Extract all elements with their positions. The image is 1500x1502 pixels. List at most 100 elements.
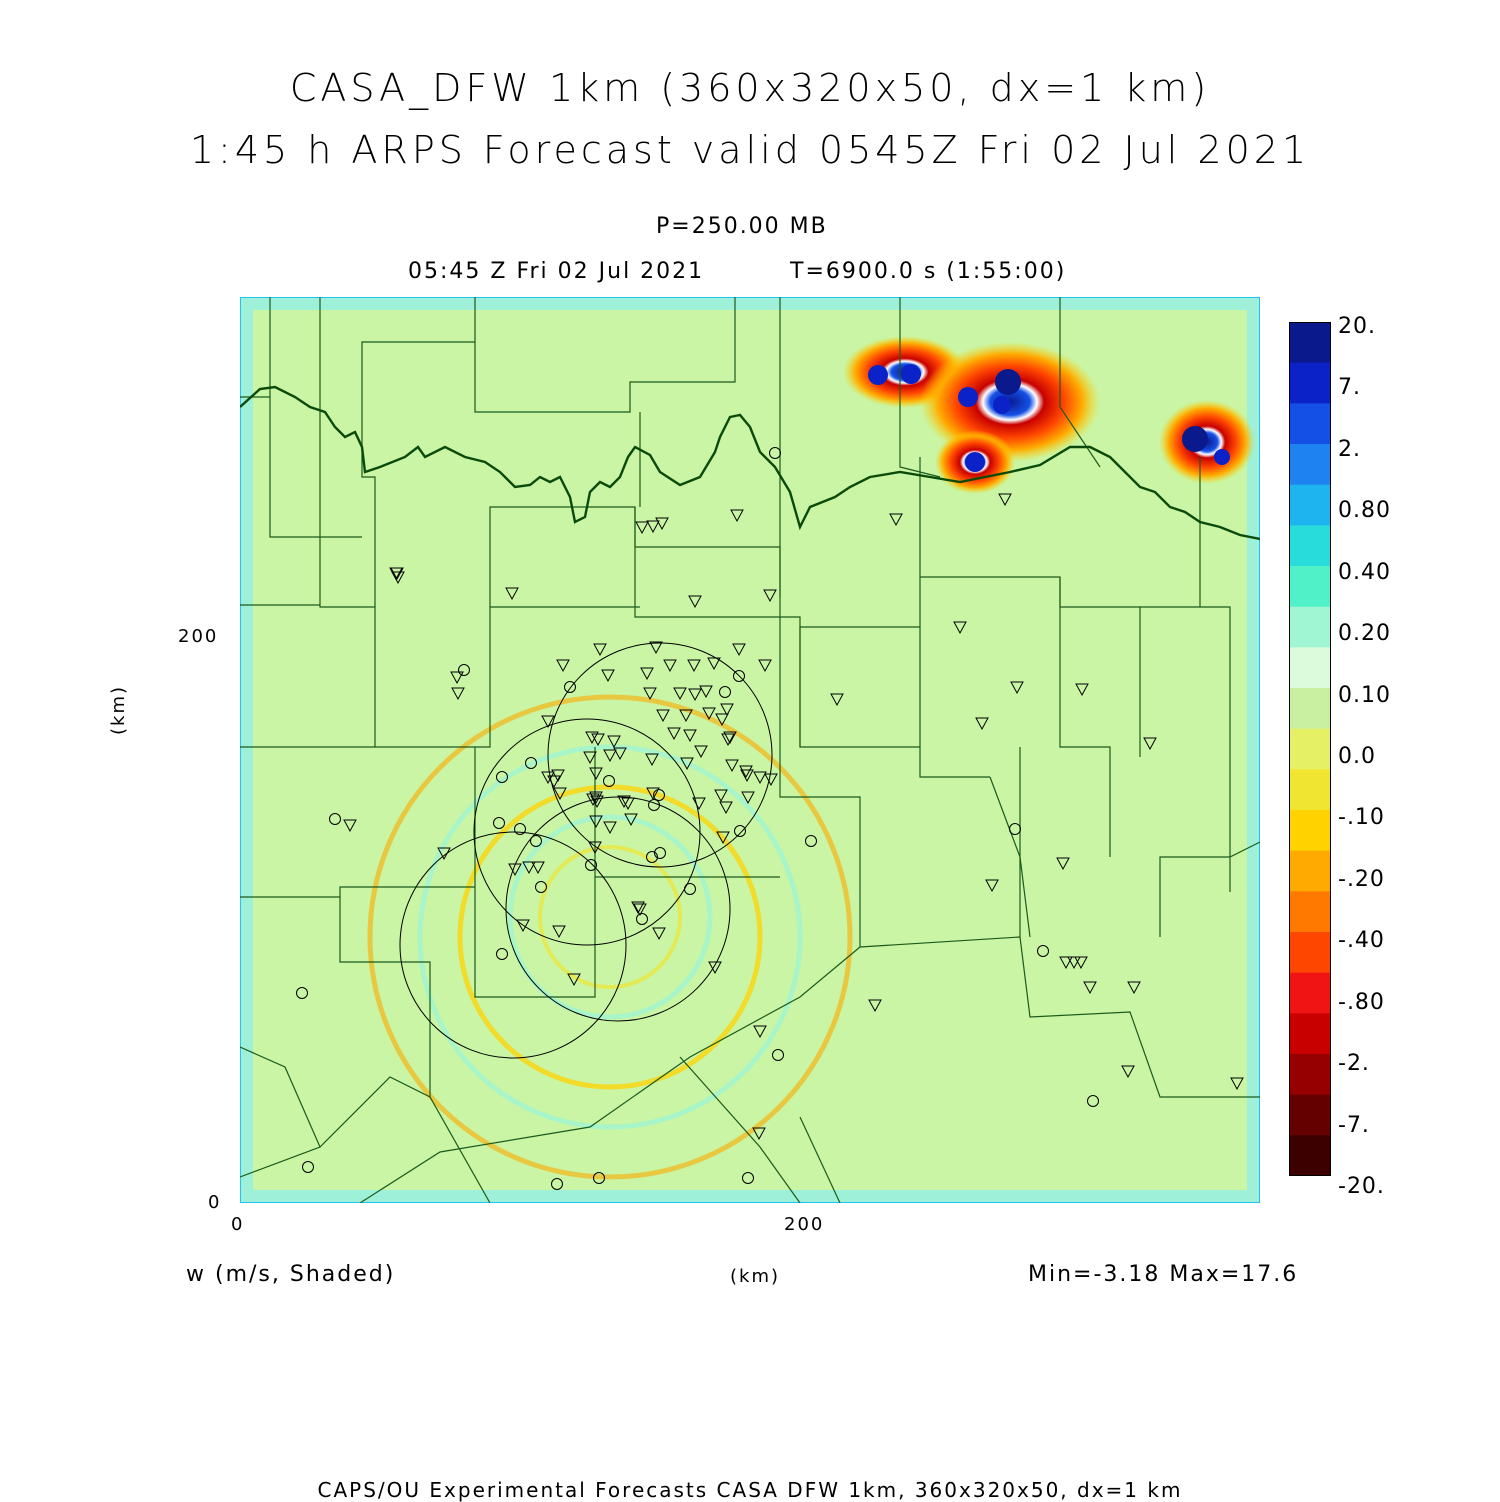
station-triangle-marker — [553, 787, 567, 801]
station-triangle-marker — [617, 795, 631, 809]
colorbar — [1289, 322, 1331, 1176]
colorbar-swatch — [1289, 810, 1331, 852]
station-triangle-marker — [649, 641, 663, 655]
colorbar-swatch — [1289, 484, 1331, 526]
station-circle-marker — [733, 670, 745, 682]
y-axis-label: (km) — [108, 684, 129, 735]
station-triangle-marker — [732, 643, 746, 657]
station-triangle-marker — [723, 731, 737, 745]
convective-cells — [843, 336, 1255, 494]
station-triangle-marker — [1143, 737, 1157, 751]
station-circle-marker — [769, 447, 781, 459]
station-triangle-marker — [631, 901, 645, 915]
colorbar-swatch — [1289, 932, 1331, 974]
station-triangle-marker — [591, 733, 605, 747]
station-circle-marker — [585, 859, 597, 871]
station-triangle-marker — [640, 667, 654, 681]
station-circle-marker — [535, 881, 547, 893]
station-triangle-marker — [830, 693, 844, 707]
colorbar-swatch — [1289, 403, 1331, 445]
station-circle-marker — [1087, 1095, 1099, 1107]
station-triangle-marker — [741, 791, 755, 805]
station-triangle-marker — [450, 671, 464, 685]
y-tick-0: 0 — [208, 1192, 222, 1213]
colorbar-label: -.10 — [1338, 805, 1385, 831]
station-triangle-marker — [975, 717, 989, 731]
station-triangle-marker — [1067, 956, 1081, 970]
colorbar-swatch — [1289, 606, 1331, 648]
gravity-wave-rings — [367, 694, 853, 1180]
station-triangle-marker — [645, 753, 659, 767]
min-max-label: Min=-3.18 Max=17.6 — [1028, 1262, 1299, 1287]
station-triangle-marker — [868, 999, 882, 1013]
station-triangle-marker — [694, 745, 708, 759]
station-triangle-marker — [589, 767, 603, 781]
station-triangle-marker — [985, 879, 999, 893]
station-triangle-marker — [655, 517, 669, 531]
station-triangle-marker — [688, 595, 702, 609]
station-triangle-marker — [953, 621, 967, 635]
station-circle-marker — [648, 799, 660, 811]
station-triangle-marker — [531, 861, 545, 875]
colorbar-label: 0.40 — [1338, 559, 1391, 585]
colorbar-label: -7. — [1338, 1112, 1370, 1138]
station-circle-marker — [805, 835, 817, 847]
station-circle-marker — [593, 1172, 605, 1184]
station-circle-marker — [734, 825, 746, 837]
station-triangle-marker — [714, 789, 728, 803]
colorbar-label: 0.80 — [1338, 498, 1391, 524]
station-circle-marker — [1009, 823, 1021, 835]
station-triangle-marker — [716, 831, 730, 845]
station-triangle-marker — [1127, 981, 1141, 995]
station-circle-marker — [496, 771, 508, 783]
station-triangle-marker — [739, 765, 753, 779]
colorbar-swatch — [1289, 891, 1331, 933]
colorbar-label: -.80 — [1338, 989, 1385, 1015]
station-triangle-marker — [763, 589, 777, 603]
station-triangle-marker — [688, 688, 702, 702]
station-triangle-marker — [719, 801, 733, 815]
station-triangle-marker — [1075, 683, 1089, 697]
station-circle-marker — [530, 835, 542, 847]
station-triangle-marker — [687, 659, 701, 673]
station-circle-marker — [525, 757, 537, 769]
plot-title-line1: CASA_DFW 1km (360x320x50, dx=1 km) — [289, 66, 1211, 110]
station-triangle-marker — [683, 729, 697, 743]
station-triangle-marker — [673, 687, 687, 701]
map-plot — [240, 297, 1260, 1203]
colorbar-label: 7. — [1338, 375, 1361, 401]
station-triangle-marker — [764, 773, 778, 787]
observation-stations — [296, 447, 1244, 1190]
colorbar-label: -.40 — [1338, 928, 1385, 954]
station-triangle-marker — [633, 903, 647, 917]
x-tick-200: 200 — [784, 1214, 825, 1235]
footer-credit: CAPS/OU Experimental Forecasts CASA DFW … — [317, 1478, 1183, 1502]
colorbar-swatch — [1289, 1054, 1331, 1096]
station-triangle-marker — [635, 521, 649, 535]
colorbar-swatch — [1289, 728, 1331, 770]
station-triangle-marker — [589, 791, 603, 805]
station-circle-marker — [636, 913, 648, 925]
station-triangle-marker — [643, 687, 657, 701]
station-triangle-marker — [680, 757, 694, 771]
station-circle-marker — [772, 1049, 784, 1061]
station-triangle-marker — [552, 925, 566, 939]
colorbar-label: 0.0 — [1338, 744, 1376, 769]
colorbar-swatch — [1289, 647, 1331, 689]
plot-title-line2: 1:45 h ARPS Forecast valid 0545Z Fri 02 … — [189, 128, 1311, 172]
station-circle-marker — [653, 789, 665, 801]
y-tick-200: 200 — [178, 626, 219, 647]
station-triangle-marker — [758, 659, 772, 673]
station-circle-marker — [551, 1178, 563, 1190]
colorbar-swatch — [1289, 322, 1331, 364]
station-triangle-marker — [720, 703, 734, 717]
station-triangle-marker — [437, 847, 451, 861]
pressure-level: P=250.00 MB — [656, 214, 828, 239]
station-triangle-marker — [516, 919, 530, 933]
colorbar-swatch — [1289, 1013, 1331, 1055]
station-triangle-marker — [567, 973, 581, 987]
variable-label: w (m/s, Shaded) — [186, 1262, 396, 1287]
station-circle-marker — [654, 847, 666, 859]
station-triangle-marker — [624, 813, 638, 827]
station-triangle-marker — [613, 747, 627, 761]
